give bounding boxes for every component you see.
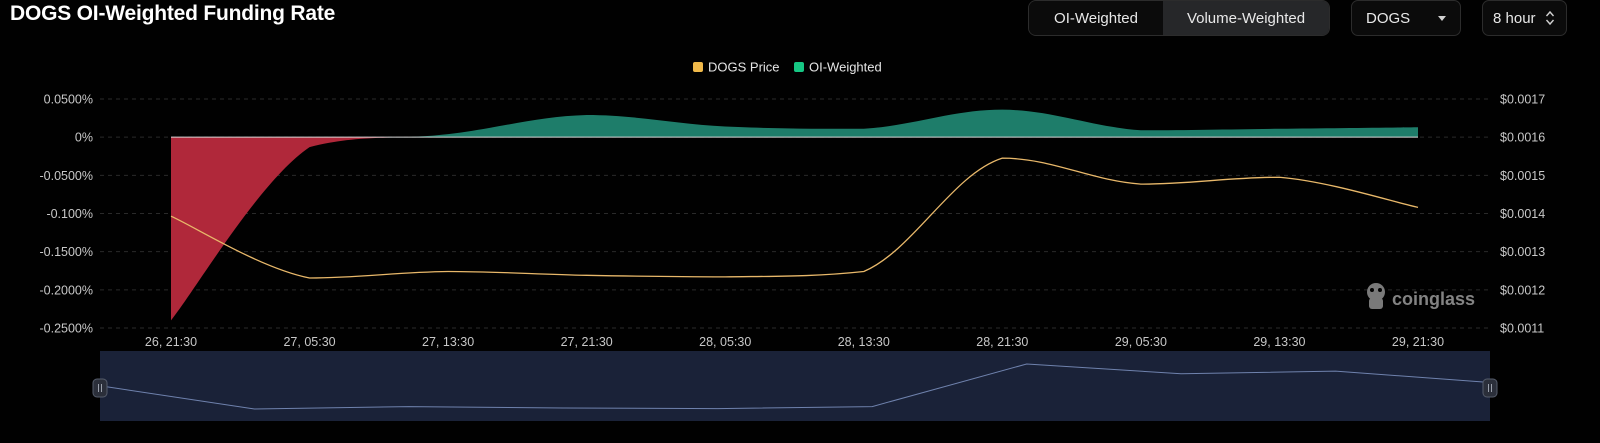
y-right-tick-label: $0.0016 <box>1500 131 1545 145</box>
navigator-track <box>100 351 1490 421</box>
caret-down-icon <box>1438 16 1446 21</box>
y-right-tick-label: $0.0013 <box>1500 245 1545 259</box>
coinglass-watermark: coinglass <box>1367 283 1475 309</box>
y-right-tick-label: $0.0011 <box>1500 322 1544 336</box>
x-tick-label: 27, 21:30 <box>561 335 613 349</box>
coin-select[interactable]: DOGS <box>1351 0 1461 36</box>
coin-select-value: DOGS <box>1366 9 1411 27</box>
chart-legend: DOGS Price OI-Weighted <box>693 60 882 75</box>
navigator-handle-left[interactable] <box>92 378 108 398</box>
interval-select-value: 8 hour <box>1493 9 1536 27</box>
y-left-tick-label: 0% <box>75 131 93 145</box>
legend-label-price: DOGS Price <box>708 60 780 75</box>
range-navigator[interactable] <box>92 351 1498 421</box>
x-tick-label: 27, 13:30 <box>422 335 474 349</box>
legend-swatch-oi-weighted <box>794 62 804 72</box>
oi-weighted-negative-area[interactable] <box>171 110 1418 321</box>
oi-weighted-positive-area[interactable] <box>171 109 1418 321</box>
x-tick-label: 26, 21:30 <box>145 335 197 349</box>
legend-item-oi-weighted[interactable]: OI-Weighted <box>794 60 882 75</box>
y-left-tick-label: 0.0500% <box>44 93 93 107</box>
x-tick-label: 29, 21:30 <box>1392 335 1444 349</box>
y-right-tick-label: $0.0015 <box>1500 169 1545 183</box>
coinglass-logo-icon <box>1367 283 1385 309</box>
x-tick-label: 29, 05:30 <box>1115 335 1167 349</box>
y-right-tick-label: $0.0014 <box>1500 207 1545 221</box>
x-tick-label: 27, 05:30 <box>283 335 335 349</box>
x-tick-label: 29, 13:30 <box>1253 335 1305 349</box>
weighting-tabs: OI-Weighted Volume-Weighted <box>1028 0 1330 36</box>
x-tick-label: 28, 13:30 <box>838 335 890 349</box>
navigator-line <box>99 363 1491 410</box>
tab-volume-weighted[interactable]: Volume-Weighted <box>1163 1 1329 35</box>
legend-label-oi-weighted: OI-Weighted <box>809 60 882 75</box>
x-tick-label: 28, 05:30 <box>699 335 751 349</box>
page-title: DOGS OI-Weighted Funding Rate <box>10 2 336 25</box>
y-left-tick-label: -0.1500% <box>39 245 93 259</box>
interval-select[interactable]: 8 hour <box>1482 0 1567 36</box>
watermark-text: coinglass <box>1392 289 1475 309</box>
up-down-chevron-icon <box>1545 10 1555 26</box>
legend-item-price[interactable]: DOGS Price <box>693 60 780 75</box>
y-left-tick-label: -0.2500% <box>39 322 93 336</box>
tab-oi-weighted[interactable]: OI-Weighted <box>1029 1 1163 35</box>
y-left-tick-label: -0.100% <box>46 207 93 221</box>
y-right-tick-label: $0.0012 <box>1500 283 1545 297</box>
y-right-tick-label: $0.0017 <box>1500 93 1545 107</box>
dogs-price-line[interactable] <box>170 157 1419 279</box>
legend-swatch-price <box>693 62 703 72</box>
x-tick-label: 28, 21:30 <box>976 335 1028 349</box>
y-left-tick-label: -0.0500% <box>39 169 93 183</box>
y-left-tick-label: -0.2000% <box>39 283 93 297</box>
navigator-handle-right[interactable] <box>1482 378 1498 398</box>
